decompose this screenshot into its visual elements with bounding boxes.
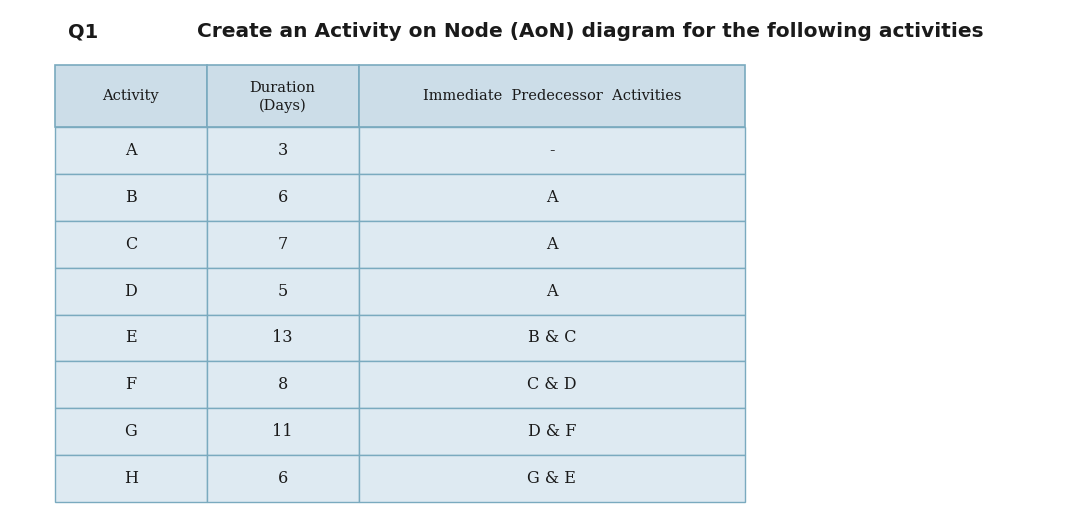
Text: H: H: [124, 470, 138, 487]
Text: E: E: [125, 329, 137, 347]
Text: C & D: C & D: [527, 376, 577, 393]
Text: 6: 6: [278, 470, 288, 487]
Text: G & E: G & E: [527, 470, 577, 487]
Text: B: B: [125, 189, 137, 206]
Text: F: F: [125, 376, 136, 393]
Text: C: C: [125, 236, 137, 253]
Text: A: A: [546, 236, 557, 253]
Text: A: A: [546, 283, 557, 300]
Text: A: A: [125, 142, 137, 159]
Text: A: A: [546, 189, 557, 206]
Text: (Days): (Days): [259, 99, 307, 113]
Text: Duration: Duration: [249, 81, 315, 95]
Text: Immediate  Predecessor  Activities: Immediate Predecessor Activities: [422, 89, 681, 103]
Text: 5: 5: [278, 283, 288, 300]
Text: Q1: Q1: [68, 22, 98, 41]
Text: Activity: Activity: [103, 89, 159, 103]
Text: B & C: B & C: [527, 329, 576, 347]
Text: 6: 6: [278, 189, 288, 206]
Text: D & F: D & F: [528, 423, 576, 440]
Text: 7: 7: [278, 236, 288, 253]
Text: 8: 8: [278, 376, 288, 393]
Text: 13: 13: [272, 329, 293, 347]
Text: Create an Activity on Node (AoN) diagram for the following activities: Create an Activity on Node (AoN) diagram…: [197, 22, 983, 41]
Text: D: D: [124, 283, 137, 300]
Text: -: -: [549, 142, 554, 159]
Text: 11: 11: [272, 423, 293, 440]
Text: 3: 3: [278, 142, 288, 159]
Text: G: G: [124, 423, 137, 440]
